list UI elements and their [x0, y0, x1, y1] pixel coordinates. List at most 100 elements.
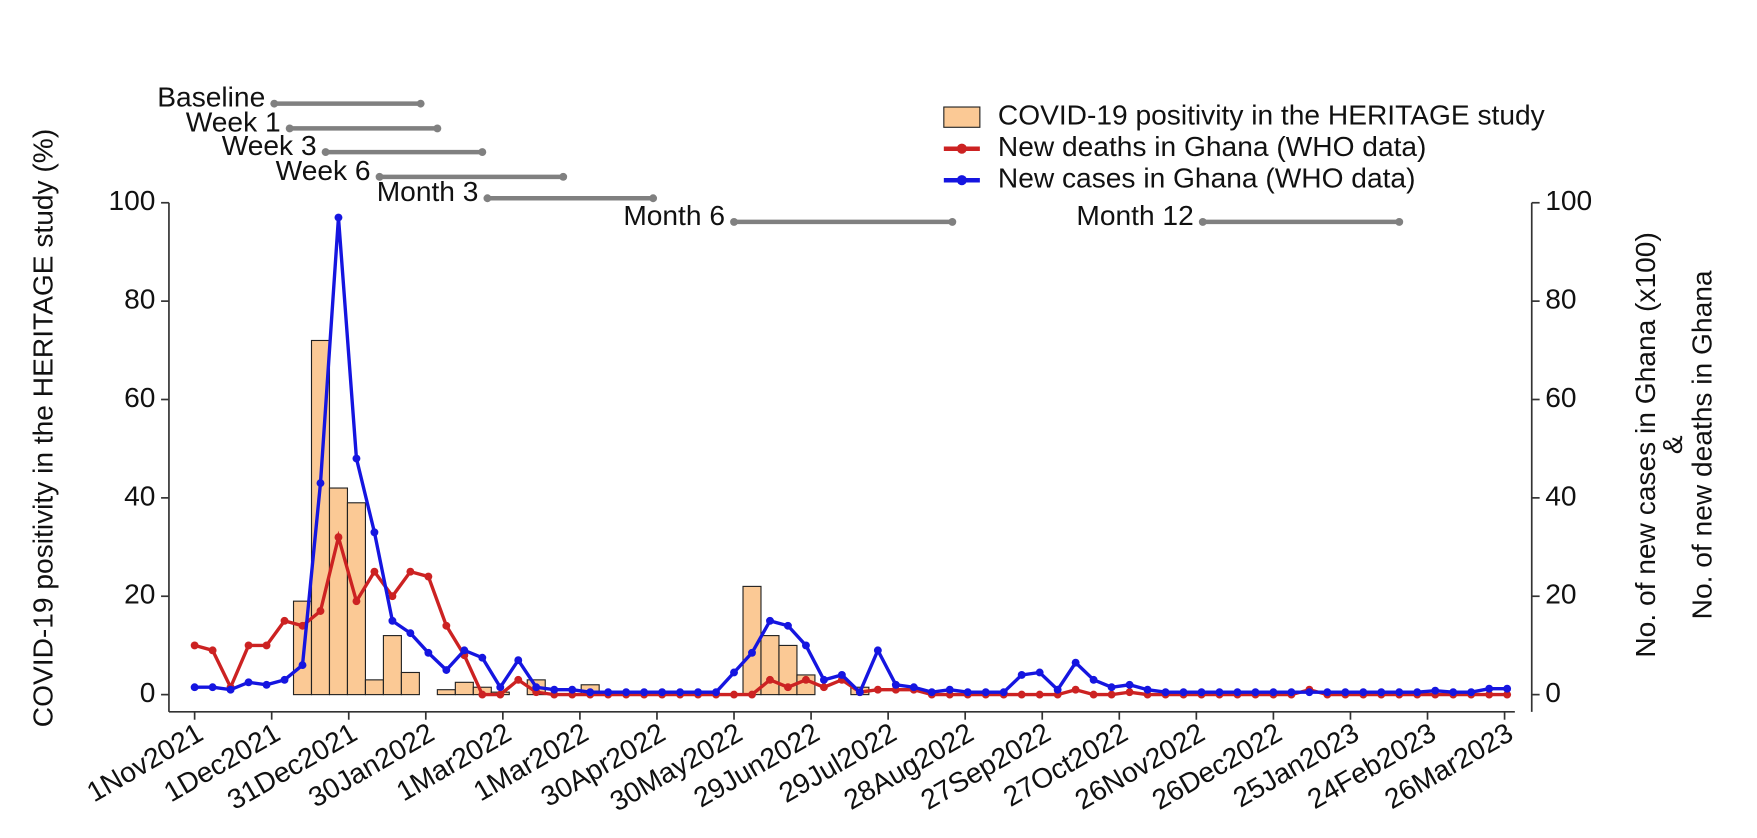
point — [1107, 690, 1116, 699]
period-start — [321, 148, 330, 157]
point — [280, 616, 289, 625]
legend-swatch — [956, 175, 967, 186]
y2-tick-label: 40 — [1545, 480, 1576, 511]
point — [226, 685, 235, 694]
point — [730, 690, 738, 699]
point — [1413, 688, 1422, 697]
point — [1359, 688, 1368, 697]
point — [694, 688, 703, 697]
point — [963, 688, 972, 697]
point — [891, 680, 900, 689]
period-start — [1198, 217, 1207, 226]
point — [801, 641, 810, 650]
point — [262, 680, 271, 689]
bar — [436, 689, 456, 696]
bar — [328, 487, 349, 696]
point — [388, 592, 397, 601]
point — [1467, 688, 1476, 697]
point — [1305, 688, 1314, 697]
point — [999, 688, 1008, 697]
point — [1089, 690, 1098, 699]
point — [442, 621, 451, 630]
point — [1035, 668, 1044, 677]
point — [1287, 688, 1296, 697]
point — [640, 688, 649, 697]
point — [909, 683, 918, 692]
y-tick-label: 80 — [124, 284, 155, 315]
point — [316, 607, 325, 615]
point — [550, 685, 559, 694]
legend-label: COVID-19 positivity in the HERITAGE stud… — [998, 100, 1546, 131]
y-tick-label: 60 — [124, 382, 155, 413]
point — [1215, 688, 1224, 697]
y-tick-label: 0 — [140, 677, 156, 708]
point — [658, 688, 667, 697]
point — [1233, 688, 1242, 697]
point — [406, 629, 415, 638]
point — [1377, 688, 1386, 697]
y-tick-label: 100 — [108, 185, 155, 216]
y2-tick-label: 0 — [1545, 677, 1561, 708]
point — [352, 454, 361, 463]
point — [927, 688, 936, 697]
point — [784, 621, 792, 630]
point — [370, 567, 379, 576]
point — [190, 683, 199, 692]
point — [873, 646, 882, 655]
point — [748, 648, 756, 657]
point — [622, 688, 631, 697]
point — [945, 685, 954, 694]
bar — [364, 679, 384, 696]
point — [1071, 658, 1080, 667]
y2-axis-label: No. of new deaths in Ghana — [1687, 270, 1718, 619]
point — [478, 653, 487, 662]
period-end — [416, 99, 425, 108]
point — [837, 671, 846, 679]
point — [730, 668, 738, 677]
period-end — [1395, 217, 1404, 226]
period-end — [478, 148, 487, 157]
period-end — [948, 217, 957, 226]
point — [1431, 686, 1440, 695]
period-end — [559, 172, 568, 181]
point — [766, 616, 774, 625]
point — [262, 641, 271, 650]
point — [442, 666, 451, 674]
point — [1089, 675, 1098, 684]
period-end — [433, 124, 442, 133]
period-start — [483, 194, 492, 203]
legend-swatch — [956, 143, 967, 154]
point — [604, 688, 613, 697]
point — [244, 678, 253, 687]
point — [1269, 688, 1278, 697]
point — [586, 688, 595, 697]
point — [478, 690, 487, 699]
point — [676, 688, 685, 697]
point — [298, 621, 307, 630]
period-label: Month 12 — [1076, 200, 1193, 231]
point — [855, 688, 864, 697]
point — [334, 213, 343, 222]
point — [1143, 685, 1152, 694]
point — [1197, 688, 1206, 697]
y2-axis-label: & — [1657, 435, 1688, 454]
point — [1251, 688, 1260, 697]
period-end — [649, 194, 658, 203]
point — [1179, 688, 1188, 697]
point — [981, 688, 990, 697]
y2-tick-label: 60 — [1545, 382, 1576, 413]
bar — [454, 681, 474, 696]
point — [873, 685, 882, 694]
y2-tick-label: 20 — [1545, 579, 1576, 610]
y2-tick-label: 80 — [1545, 284, 1576, 315]
point — [1125, 680, 1134, 689]
point — [514, 675, 523, 684]
y2-axis-label: No. of new cases in Ghana (x100) — [1630, 232, 1661, 657]
point — [532, 683, 541, 692]
point — [496, 690, 505, 699]
legend-label: New cases in Ghana (WHO data) — [998, 163, 1416, 194]
point — [1017, 690, 1026, 699]
bar — [778, 644, 798, 696]
bar — [382, 635, 402, 696]
